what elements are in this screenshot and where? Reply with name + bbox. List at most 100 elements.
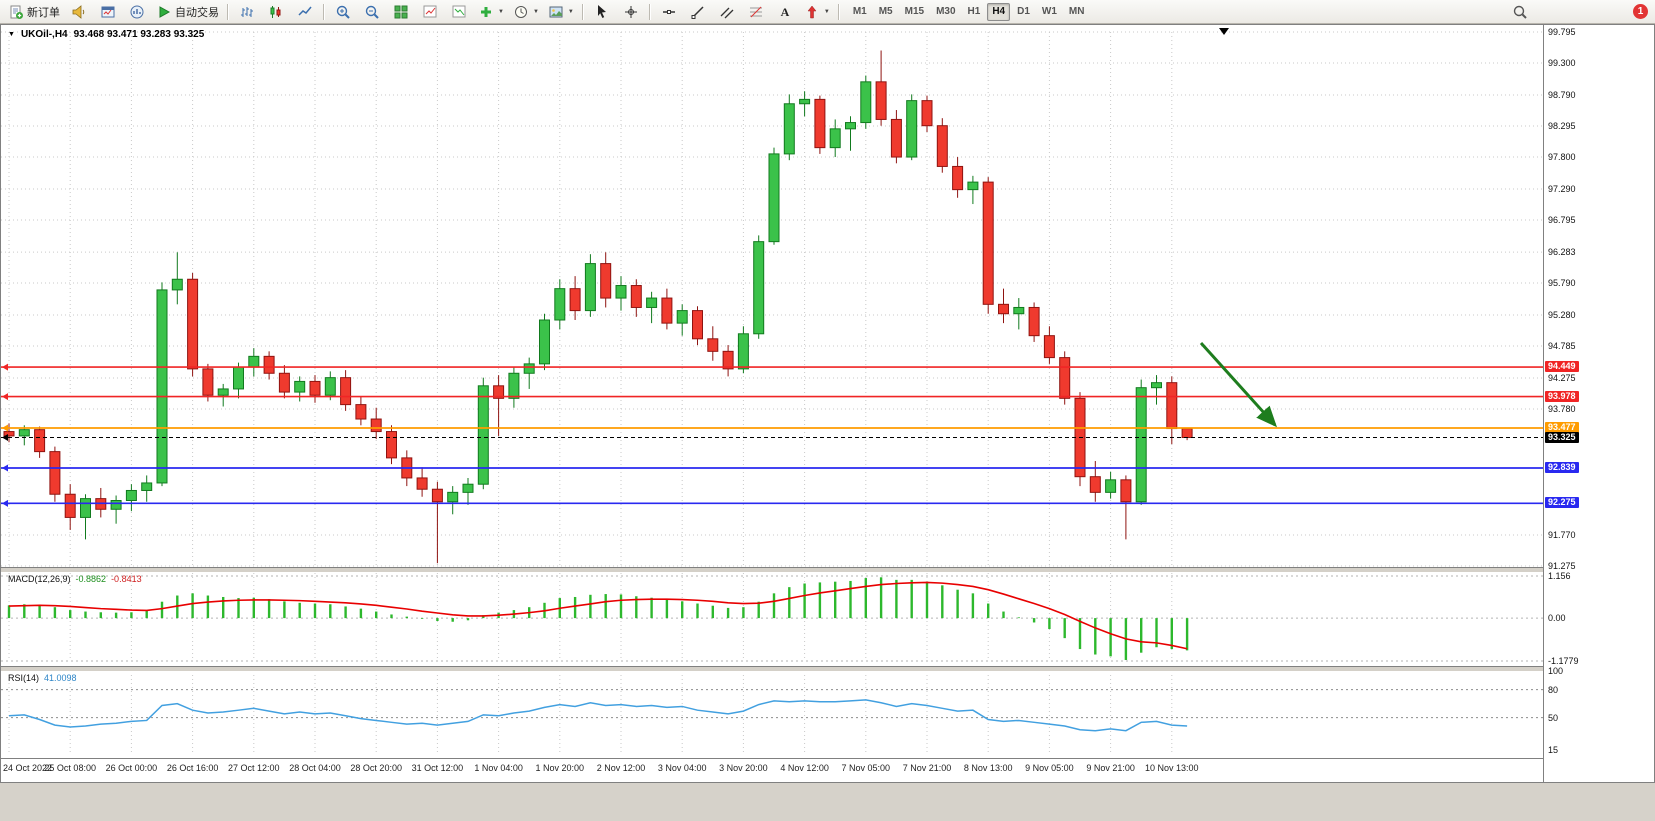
text-tool-button[interactable]: A <box>771 1 799 23</box>
date-label: 4 Nov 12:00 <box>780 763 829 773</box>
plus-icon <box>478 4 494 20</box>
line-chart-mode-button[interactable] <box>291 1 319 23</box>
candlestick-icon <box>268 4 284 20</box>
rsi-tick: 50 <box>1548 712 1559 723</box>
bar-chart-mode-button[interactable] <box>233 1 261 23</box>
fibonacci-icon <box>748 4 764 20</box>
trendline-tool-button[interactable] <box>684 1 712 23</box>
price-tick: 93.780 <box>1548 403 1576 414</box>
new-order-icon <box>8 4 24 20</box>
rsi-name: RSI(14) <box>8 673 40 683</box>
panel-splitter[interactable] <box>1 666 1654 672</box>
date-label: 26 Oct 00:00 <box>106 763 158 773</box>
date-label: 7 Nov 05:00 <box>842 763 891 773</box>
price-axis[interactable]: 99.795 99.300 98.790 98.295 97.800 97.290 96.7… <box>1543 25 1654 782</box>
chart-down-icon <box>451 4 467 20</box>
terminal-window-icon <box>100 4 116 20</box>
timeframe-button-m30[interactable]: M30 <box>936 5 956 17</box>
macd-tick: -1.1779 <box>1548 656 1579 666</box>
date-label: 2 Nov 12:00 <box>597 763 646 773</box>
search-button[interactable] <box>1506 1 1534 23</box>
text-tool-icon: A <box>777 4 793 20</box>
chevron-down-icon: ▼ <box>498 8 504 15</box>
tile-windows-icon <box>393 4 409 20</box>
timeframe-button-mn[interactable]: MN <box>1068 5 1085 17</box>
price-line-tag[interactable]: 93.477 <box>1545 421 1579 433</box>
play-icon <box>156 4 172 20</box>
channel-icon <box>719 4 735 20</box>
tile-windows-button[interactable] <box>387 1 415 23</box>
one-click-trading-toggle[interactable]: ▼ <box>8 31 15 38</box>
price-tick: 98.295 <box>1548 121 1576 131</box>
price-line-tag[interactable]: 92.839 <box>1545 461 1579 473</box>
terminal-window-button[interactable] <box>94 1 122 23</box>
zoom-in-icon <box>335 4 351 20</box>
chart-ohlc-header: ▼ UKOil-,H4 93.468 93.471 93.283 93.325 <box>8 29 204 40</box>
date-label: 1 Nov 20:00 <box>536 763 585 773</box>
zoom-out-icon <box>364 4 380 20</box>
price-line-tag[interactable]: 93.978 <box>1545 390 1579 402</box>
ohlc-bars-icon <box>239 4 255 20</box>
timeframe-button-w1[interactable]: W1 <box>1041 5 1057 17</box>
date-label: 25 Oct 08:00 <box>44 763 96 773</box>
arrows-tool-button[interactable]: ▼ <box>800 1 834 23</box>
date-label: 3 Nov 04:00 <box>658 763 707 773</box>
toolbar-separator <box>581 3 584 20</box>
channel-tool-button[interactable] <box>713 1 741 23</box>
rsi-indicator-label: RSI(14) 41.0098 <box>8 673 77 683</box>
date-label: 27 Oct 12:00 <box>228 763 280 773</box>
crosshair-tool-button[interactable] <box>617 1 645 23</box>
toolbar-separator <box>837 3 840 20</box>
templates-button[interactable]: ▼ <box>544 1 578 23</box>
clock-icon <box>513 4 529 20</box>
date-label: 8 Nov 13:00 <box>964 763 1013 773</box>
timeframe-button-m5[interactable]: M5 <box>878 5 893 17</box>
date-label: 24 Oct 2022 <box>3 763 52 773</box>
price-line-tag[interactable]: 93.325 <box>1545 431 1579 443</box>
zoom-out-button[interactable] <box>358 1 386 23</box>
add-indicator-button[interactable]: ▼ <box>474 1 508 23</box>
date-label: 10 Nov 13:00 <box>1145 763 1199 773</box>
alerts-button[interactable] <box>65 1 93 23</box>
chart-shift-marker[interactable] <box>1219 28 1229 35</box>
panel-splitter[interactable] <box>1 567 1654 573</box>
price-tick: 95.280 <box>1548 309 1576 320</box>
date-label: 26 Oct 16:00 <box>167 763 219 773</box>
chart-up-icon <box>422 4 438 20</box>
rsi-value: 41.0098 <box>44 673 77 683</box>
periods-clock-button[interactable]: ▼ <box>509 1 543 23</box>
date-label: 9 Nov 21:00 <box>1086 763 1135 773</box>
auto-trading-button[interactable]: 自动交易 <box>152 1 223 23</box>
svg-text:A: A <box>781 5 790 19</box>
price-line-tag[interactable]: 92.275 <box>1545 497 1579 509</box>
rsi-tick: 100 <box>1548 666 1564 676</box>
toolbar-separator <box>648 3 651 20</box>
chevron-down-icon: ▼ <box>823 8 830 15</box>
market-watch-button[interactable] <box>123 1 151 23</box>
cursor-tool-button[interactable] <box>588 1 616 23</box>
timeframe-button-m15[interactable]: M15 <box>904 5 925 17</box>
price-line-tag[interactable]: 94.449 <box>1545 361 1579 373</box>
chevron-down-icon: ▼ <box>567 8 574 15</box>
macd-tick: 1.156 <box>1548 571 1571 581</box>
rsi-tick: 80 <box>1548 684 1559 695</box>
timeframe-button-m1[interactable]: M1 <box>852 5 867 17</box>
horizontal-line-tool-button[interactable] <box>655 1 683 23</box>
timeframe-button-h1[interactable]: H1 <box>967 5 981 17</box>
date-label: 31 Oct 12:00 <box>412 763 464 773</box>
date-label: 9 Nov 05:00 <box>1025 763 1074 773</box>
notification-badge[interactable]: 1 <box>1633 4 1648 19</box>
toolbar-separator <box>227 3 229 20</box>
zoom-in-button[interactable] <box>329 1 357 23</box>
new-order-button[interactable]: 新订单 <box>4 1 64 23</box>
auto-trading-label: 自动交易 <box>175 6 219 19</box>
macd-signal-value: -0.8413 <box>111 574 142 584</box>
candlestick-mode-button[interactable] <box>262 1 290 23</box>
indicators-up-button[interactable] <box>416 1 444 23</box>
timeframe-button-h4[interactable]: H4 <box>987 2 1011 21</box>
indicators-down-button[interactable] <box>445 1 473 23</box>
fibonacci-tool-button[interactable] <box>742 1 770 23</box>
timeframe-button-d1[interactable]: D1 <box>1017 5 1030 17</box>
annotation-arrow[interactable] <box>1199 341 1278 428</box>
